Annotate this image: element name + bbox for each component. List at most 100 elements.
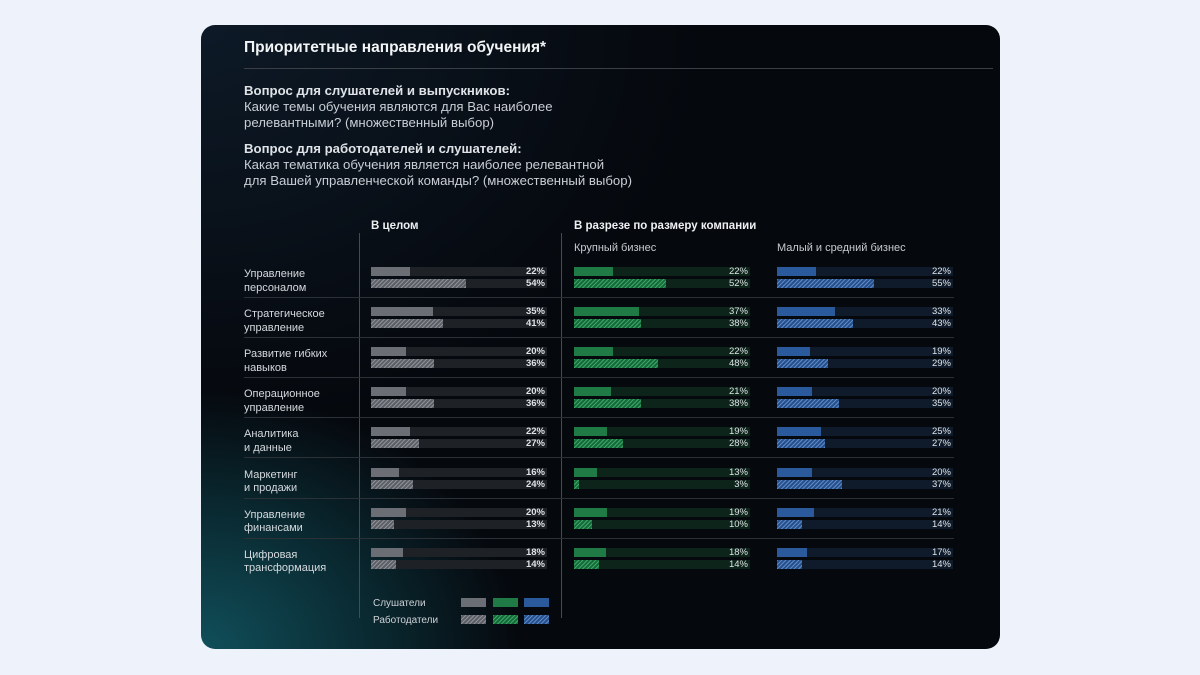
bar-overall-employers	[371, 279, 547, 288]
bar-fill	[777, 507, 814, 517]
bar-fill	[777, 307, 836, 317]
row-label: Стратегическое управление	[244, 308, 354, 335]
bar-overall-employers	[371, 559, 547, 569]
bar-fill	[574, 507, 608, 517]
value-label: 37%	[931, 478, 951, 490]
bar-large-listeners	[574, 307, 750, 317]
bar-large-employers	[574, 319, 750, 329]
value-label: 13%	[525, 518, 545, 530]
bar-overall-listeners	[371, 307, 547, 317]
value-label: 19%	[728, 426, 748, 438]
bar-fill	[371, 387, 407, 397]
bar-fill	[574, 479, 580, 489]
value-label: 22%	[525, 426, 545, 438]
legend-swatch-employers-large	[493, 615, 518, 624]
value-label: 18%	[525, 546, 545, 558]
bar-fill	[777, 387, 813, 397]
bar-fill	[371, 439, 419, 449]
value-label: 54%	[525, 278, 545, 289]
value-label: 43%	[931, 318, 951, 330]
value-label: 17%	[931, 546, 951, 558]
bar-fill	[777, 479, 843, 489]
bar-sme-listeners	[777, 427, 953, 437]
value-label: 24%	[525, 478, 545, 490]
bar-large-listeners	[574, 427, 750, 437]
bar-sme-employers	[777, 359, 953, 369]
bar-fill	[371, 307, 433, 317]
bar-large-employers	[574, 479, 750, 489]
question-listeners-line1: Какие темы обучения являются для Вас наи…	[244, 99, 553, 114]
value-label: 19%	[931, 346, 951, 358]
row-separator	[244, 417, 954, 419]
row-separator	[244, 537, 954, 539]
header-large-business: Крупный бизнес	[574, 242, 657, 254]
legend-swatch-listeners-large	[493, 598, 518, 607]
row-label-line: Маркетинг	[244, 468, 298, 481]
value-label: 10%	[728, 518, 748, 530]
bar-large-listeners	[574, 467, 750, 477]
bar-fill	[371, 267, 410, 276]
value-label: 41%	[525, 318, 545, 330]
header-sme: Малый и средний бизнес	[777, 242, 906, 254]
legend-swatch-employers-sme	[524, 615, 549, 624]
value-label: 36%	[525, 398, 545, 410]
bar-sme-employers	[777, 559, 953, 569]
header-overall: В целом	[371, 220, 419, 232]
value-label: 13%	[728, 466, 748, 478]
bar-large-employers	[574, 359, 750, 369]
value-label: 19%	[728, 506, 748, 518]
row-label: Цифровая трансформация	[244, 549, 354, 576]
value-label: 14%	[931, 558, 951, 570]
row-label-line: трансформация	[244, 562, 327, 575]
chart-card: Приоритетные направления обучения* Вопро…	[201, 25, 1000, 649]
value-label: 27%	[931, 438, 951, 450]
bar-fill	[371, 399, 435, 409]
value-label: 22%	[525, 266, 545, 277]
bar-large-listeners	[574, 547, 750, 557]
row-label-line: управление	[244, 401, 305, 414]
legend-swatch-employers-overall	[461, 615, 486, 624]
row-separator	[244, 377, 954, 379]
row-label-line: навыков	[244, 361, 287, 374]
bar-fill	[574, 359, 659, 369]
value-label: 28%	[728, 438, 748, 450]
row-label-line: и данные	[244, 441, 292, 454]
bar-fill	[777, 519, 802, 529]
row-label-line: Операционное	[244, 388, 320, 401]
bar-fill	[777, 347, 811, 357]
value-label: 38%	[728, 398, 748, 410]
value-label: 55%	[931, 278, 951, 289]
row-separator	[244, 457, 954, 459]
bar-fill	[371, 547, 403, 557]
bar-fill	[371, 427, 410, 437]
value-label: 38%	[728, 318, 748, 330]
value-label: 22%	[728, 266, 748, 277]
bar-sme-employers	[777, 319, 953, 329]
bar-fill	[777, 427, 821, 437]
legend-swatch-listeners-overall	[461, 598, 486, 607]
header-by-size: В разрезе по размеру компании	[574, 220, 757, 232]
bar-fill	[371, 467, 400, 477]
bar-overall-employers	[371, 359, 547, 369]
value-label: 25%	[931, 426, 951, 438]
bar-fill	[777, 399, 839, 409]
value-label: 48%	[728, 358, 748, 370]
bar-fill	[574, 399, 641, 409]
bar-overall-listeners	[371, 467, 547, 477]
bar-overall-listeners	[371, 507, 547, 517]
row-label-line: и продажи	[244, 482, 298, 494]
row-separator	[244, 297, 954, 298]
bar-overall-employers	[371, 519, 547, 529]
question-listeners-heading: Вопрос для слушателей и выпускников:	[244, 83, 510, 98]
bar-fill	[574, 427, 608, 437]
bar-fill	[574, 347, 613, 357]
value-label: 14%	[931, 518, 951, 530]
bar-fill	[371, 347, 407, 357]
value-label: 14%	[525, 558, 545, 570]
bar-sme-employers	[777, 279, 953, 288]
value-label: 16%	[525, 466, 545, 478]
bar-fill	[371, 279, 467, 288]
bar-fill	[777, 279, 874, 288]
legend-label-employers: Работодатели	[373, 615, 439, 626]
row-label-line: Управление	[244, 268, 306, 280]
